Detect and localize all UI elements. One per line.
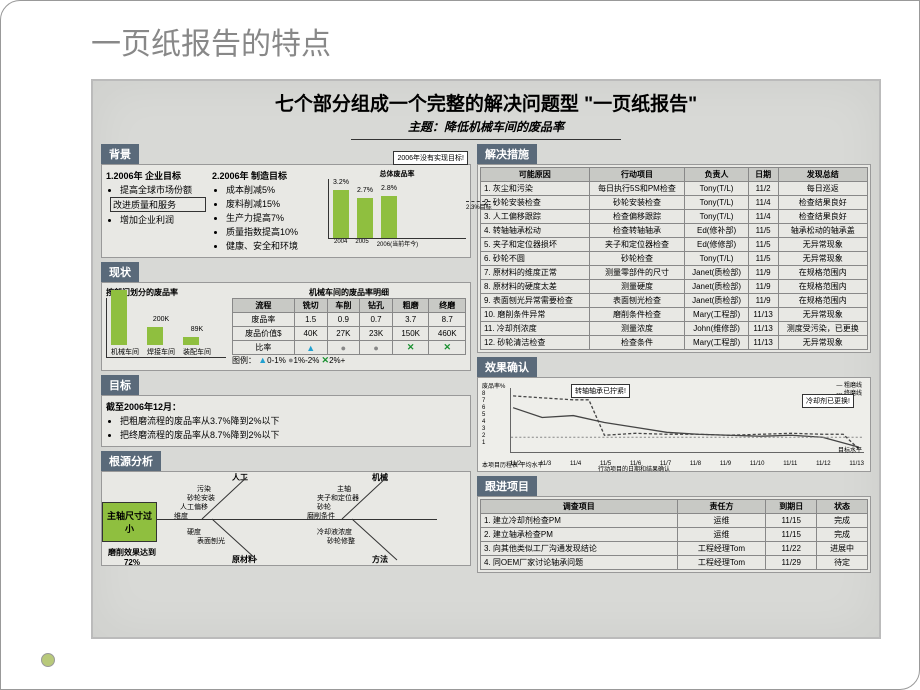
- callout-coolant: 冷却剂已更换!: [802, 394, 854, 408]
- poster-subtitle: 主题：降低机械车间的废品率: [351, 118, 621, 140]
- solve-table: 可能原因行动项目负责人日期发现总结1. 灰尘和污染每日执行5S和PM检查Tony…: [480, 167, 868, 350]
- tag-effect: 效果确认: [477, 357, 537, 377]
- goal-heading: 截至2006年12月：: [106, 400, 466, 413]
- a3-poster: 七个部分组成一个完整的解决问题型 "一页纸报告" 主题：降低机械车间的废品率 背…: [91, 79, 881, 639]
- x-sub: 行动项目的日期和结果确认: [598, 464, 670, 473]
- bg-h1: 1.2006年 企业目标: [106, 169, 206, 182]
- status-table-title: 机械车间的废品率明细: [232, 287, 466, 298]
- bar: [147, 327, 163, 345]
- status-bar-chart: 机械车间 200K焊接车间 89K装配车间: [106, 298, 226, 358]
- section-effect: 效果确认 废品率%87654321 — 粗磨线--- 终磨线 转轴轴承已拧紧! …: [477, 357, 871, 472]
- bar: [111, 290, 127, 345]
- section-background: 背景 1.2006年 企业目标 提高全球市场份额 改进质量和服务 增加企业利润 …: [101, 144, 471, 258]
- effect-linechart: 废品率%87654321 — 粗磨线--- 终磨线 转轴轴承已拧紧! 冷却剂已更…: [477, 377, 871, 472]
- section-solve: 解决措施 可能原因行动项目负责人日期发现总结1. 灰尘和污染每日执行5S和PM检…: [477, 144, 871, 353]
- slide-frame: 一页纸报告的特点 七个部分组成一个完整的解决问题型 "一页纸报告" 主题：降低机…: [0, 0, 920, 690]
- callout-bearing: 转轴轴承已拧紧!: [571, 384, 630, 398]
- bg-h2: 2.2006年 制造目标: [212, 169, 322, 182]
- x-axis: 11/211/311/411/511/611/711/811/911/1011/…: [510, 461, 864, 467]
- bg-bar-chart: 3.2% 2.7% 2.8% 2.3%目标: [328, 179, 466, 239]
- tag-background: 背景: [101, 144, 139, 164]
- fishbone-diagram: 主轴尺寸过小 磨削效果达到72% 人工 机械 原材料 方法 污染 砂轮安装 人工…: [101, 471, 471, 566]
- fishbone-result: 磨削效果达到72%: [102, 547, 162, 567]
- fishbone-svg: [157, 472, 447, 567]
- target-label: 目标水平: [838, 445, 862, 454]
- bg-list2: 成本削减5% 废料削减15% 生产力提高7% 质量指数提高10% 健康、安全和环…: [212, 183, 322, 252]
- tag-follow: 跟进项目: [477, 476, 537, 496]
- tag-status: 现状: [101, 262, 139, 282]
- follow-table: 调查项目责任方到期日状态1. 建立冷却剂检查PM运维11/15完成2. 建立轴承…: [480, 499, 868, 570]
- section-status: 现状 按部门划分的废品率 机械车间 200K焊接车间 89K装配车间 机械车间的…: [101, 262, 471, 371]
- bg-item: 增加企业利润: [120, 213, 206, 226]
- section-rootcause: 根源分析 主轴尺寸过小 磨削效果达到72% 人工 机械 原材料 方法 污染 砂轮…: [101, 451, 471, 566]
- bg-chart-title: 总体废品率: [328, 169, 466, 179]
- tag-goal: 目标: [101, 375, 139, 395]
- poster-title: 七个部分组成一个完整的解决问题型 "一页纸报告": [93, 81, 879, 118]
- section-goal: 目标 截至2006年12月： 把粗磨流程的废品率从3.7%降到2%以下把终磨流程…: [101, 375, 471, 447]
- tag-solve: 解决措施: [477, 144, 537, 164]
- x-title: 本项目历程表 平均水平: [482, 460, 544, 469]
- y-axis-label: 废品率%87654321: [482, 384, 505, 447]
- bar: [183, 337, 199, 345]
- bg-item-boxed: 改进质量和服务: [110, 197, 206, 212]
- legend: 图例： ▲0-1% ●1%-2% ✕2%+: [232, 355, 466, 366]
- target-line: 2.3%目标: [466, 201, 496, 211]
- bar: [381, 196, 397, 238]
- section-followup: 跟进项目 调查项目责任方到期日状态1. 建立冷却剂检查PM运维11/15完成2.…: [477, 476, 871, 573]
- bg-item: 提高全球市场份额: [120, 183, 206, 196]
- bullet-dot: [41, 653, 55, 667]
- bg-note-bubble: 2006年没有实现目标!: [393, 151, 468, 165]
- slide-title: 一页纸报告的特点: [1, 1, 919, 63]
- bar: [357, 198, 373, 238]
- tag-root: 根源分析: [101, 451, 161, 471]
- fishbone-effect: 主轴尺寸过小: [102, 502, 157, 542]
- bg-list1: 提高全球市场份额 改进质量和服务 增加企业利润: [106, 183, 206, 226]
- bar: [333, 190, 349, 238]
- status-table: 流程铣切车削钻孔粗磨终磨 废品率1.50.90.73.78.7 废品价值$40K…: [232, 298, 466, 355]
